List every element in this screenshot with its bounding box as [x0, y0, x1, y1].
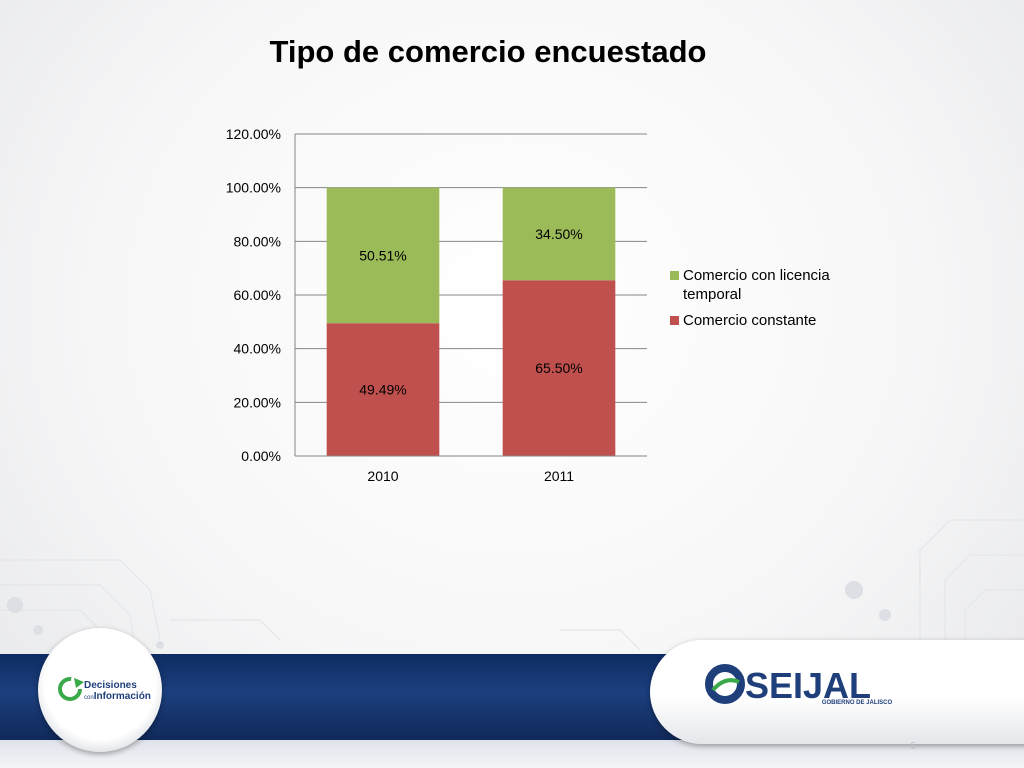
- x-axis-tick-labels: 2010 2011: [367, 468, 574, 484]
- gobierno-de-jalisco-text: GOBIERNO DE JALISCO: [821, 700, 893, 706]
- bar-data-label: 50.51%: [359, 247, 406, 263]
- y-tick-label: 100.00%: [226, 180, 281, 196]
- x-tick-label: 2011: [544, 468, 574, 484]
- seijal-logo: SEIJAL: [705, 664, 871, 704]
- seijal-logo-text: SEIJAL: [745, 665, 871, 704]
- bar-data-label: 65.50%: [535, 360, 582, 376]
- bar-data-label: 49.49%: [359, 382, 406, 398]
- logo-text-informacion-word: Información: [93, 691, 151, 702]
- logo-text-con: con: [84, 695, 94, 701]
- y-tick-label: 40.00%: [234, 341, 281, 357]
- chart-bars: [326, 187, 616, 456]
- green-arrow-icon: [58, 677, 84, 701]
- y-tick-label: 120.00%: [226, 126, 281, 142]
- y-tick-label: 80.00%: [234, 233, 281, 249]
- legend-swatch-red: [670, 316, 679, 325]
- footer-stripe: [0, 740, 1024, 768]
- logo-text-informacion: conInformación: [84, 691, 151, 702]
- legend-label: Comercio constante: [683, 312, 817, 329]
- y-tick-label: 60.00%: [234, 287, 281, 303]
- legend-item-constante: Comercio constante: [669, 311, 869, 330]
- bar-segment: [326, 323, 440, 456]
- x-tick-label: 2010: [367, 468, 398, 484]
- legend-label: Comercio con licencia temporal: [683, 267, 830, 303]
- legend-swatch-green: [670, 271, 679, 280]
- page-number: 6: [910, 741, 916, 752]
- bar-segment: [502, 280, 616, 456]
- chart-data-labels: 49.49% 50.51% 65.50% 34.50%: [359, 226, 582, 398]
- logo-text-decisiones: Decisiones: [84, 680, 137, 691]
- y-tick-label: 20.00%: [234, 394, 281, 410]
- y-axis-tick-labels: 0.00% 20.00% 40.00% 60.00% 80.00% 100.00% 120.…: [226, 126, 281, 464]
- chart-legend: Comercio con licencia temporal Comercio …: [669, 266, 869, 337]
- legend-item-licencia-temporal: Comercio con licencia temporal: [669, 266, 869, 304]
- bar-segment: [502, 187, 616, 281]
- bar-data-label: 34.50%: [535, 226, 582, 242]
- y-tick-label: 0.00%: [241, 448, 281, 464]
- slide-title: Tipo de comercio encuestado: [269, 34, 707, 69]
- bar-segment: [326, 187, 440, 324]
